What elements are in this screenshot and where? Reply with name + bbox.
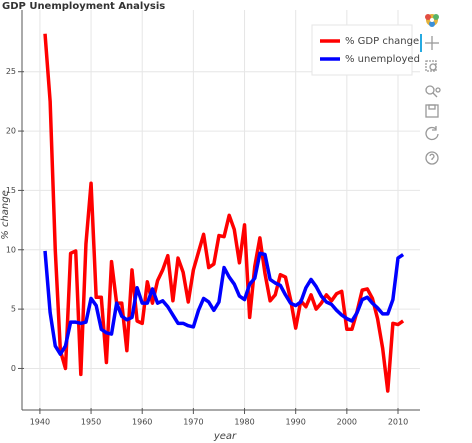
x-tick-label: 1940 xyxy=(30,418,50,427)
x-tick-label: 1990 xyxy=(286,418,306,427)
x-tick-label: 1960 xyxy=(132,418,152,427)
legend-label: % GDP change xyxy=(345,36,419,47)
x-tick-label: 2010 xyxy=(388,418,408,427)
legend: % GDP change % unemployed xyxy=(311,24,420,76)
wheel-zoom-tool[interactable] xyxy=(425,85,441,98)
x-tick-label: 2000 xyxy=(337,418,357,427)
x-tick-label: 1970 xyxy=(183,418,203,427)
save-tool[interactable] xyxy=(425,104,439,118)
x-axis-label: year xyxy=(213,431,237,442)
bokeh-logo xyxy=(425,14,439,27)
help-tool[interactable] xyxy=(425,151,439,165)
x-tick-label: 1950 xyxy=(81,418,101,427)
series-line xyxy=(43,250,405,356)
x-tick-label: 1980 xyxy=(234,418,254,427)
legend-box xyxy=(311,24,413,76)
y-tick-label: 15 xyxy=(6,186,16,195)
pan-tool[interactable] xyxy=(425,36,439,50)
toolbar xyxy=(420,14,441,165)
y-axis-label: % change xyxy=(0,190,11,239)
y-tick-label: 0 xyxy=(11,364,16,373)
y-tick-label: 20 xyxy=(6,127,16,136)
y-tick-label: 25 xyxy=(6,67,16,76)
y-tick-label: 10 xyxy=(6,245,16,254)
y-tick-label: 5 xyxy=(11,305,16,314)
series-line xyxy=(43,33,405,393)
reset-tool[interactable] xyxy=(425,126,439,141)
box-zoom-tool[interactable] xyxy=(425,60,437,72)
legend-label: % unemployed xyxy=(345,54,420,65)
chart-title: GDP Unemployment Analysis xyxy=(2,1,165,12)
